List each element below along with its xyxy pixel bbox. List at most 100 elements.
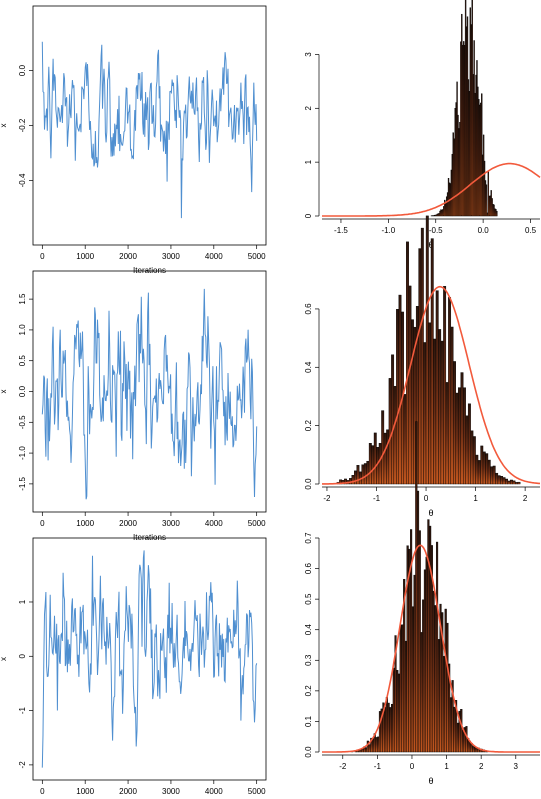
x-tick-label: 3 <box>514 762 519 771</box>
histogram-bar <box>383 432 387 485</box>
histogram-bar <box>406 241 409 485</box>
y-tick-label: 0.6 <box>304 303 313 315</box>
histogram-bar <box>443 286 447 485</box>
histogram-bar <box>453 361 456 485</box>
x-axis-label: Iterations <box>133 266 166 275</box>
histogram-bar <box>373 432 377 485</box>
histogram-bar <box>475 454 479 485</box>
histogram-bar <box>450 326 454 485</box>
trace-series-line <box>41 41 258 219</box>
x-tick-label: 5000 <box>248 787 266 796</box>
histogram-bar <box>387 702 390 753</box>
y-tick-label: 1 <box>304 159 313 164</box>
histogram-bar <box>505 478 509 485</box>
histogram-bar <box>396 669 399 753</box>
histogram-bar <box>425 556 428 753</box>
histogram-bar <box>425 215 429 485</box>
x-tick-label: -1 <box>373 494 381 503</box>
histogram-bar <box>432 590 435 753</box>
y-tick-label: 0 <box>304 213 313 218</box>
histogram-bar <box>366 460 370 485</box>
histogram-panel-2: -1.5-1.0-0.50.00.50123θ <box>304 0 541 250</box>
histogram-bar <box>496 210 498 217</box>
x-tick-label: 4000 <box>205 787 223 796</box>
histogram-bar <box>366 740 369 753</box>
histogram-bar <box>461 729 465 753</box>
histogram-bar <box>497 475 501 485</box>
histogram-bar <box>398 294 402 485</box>
y-tick-label: 0.4 <box>304 361 313 373</box>
y-tick-label: 0.5 <box>18 355 27 367</box>
x-tick-label: -2 <box>323 494 331 503</box>
histogram-bar <box>485 453 489 485</box>
y-tick-label: 0.0 <box>18 385 27 397</box>
x-tick-label: -1 <box>374 762 382 771</box>
y-tick-label: 1.0 <box>18 324 27 336</box>
histogram-bar <box>423 569 427 753</box>
histogram-bar <box>442 656 446 753</box>
y-tick-label: 0.1 <box>304 715 313 727</box>
histogram-bar <box>444 608 447 753</box>
histogram-bar <box>368 443 372 485</box>
x-tick-label: 5000 <box>248 519 266 528</box>
histogram-bar <box>418 530 421 753</box>
histogram-bar <box>449 697 452 753</box>
histogram-bar <box>500 476 504 485</box>
trace-panel-3: 0 1000 2000 3000 4000 5000 -1.5 -1.0 -0.5 0.0 0.5 1… <box>0 270 267 542</box>
histogram-bar <box>418 248 422 485</box>
histogram-bar <box>396 309 400 485</box>
histogram-bar <box>377 736 380 753</box>
histogram-bar <box>378 711 382 753</box>
histogram-bar <box>438 329 442 485</box>
y-tick-label: -1 <box>18 706 27 714</box>
y-tick-label: 0.3 <box>304 654 313 666</box>
histogram-bar <box>388 378 392 485</box>
y-tick-label: -2 <box>18 761 27 769</box>
histogram-bar <box>515 482 518 485</box>
histogram-bar <box>392 667 395 753</box>
histogram-bar <box>474 747 477 753</box>
histogram-bar <box>423 342 427 485</box>
y-tick-label: -0.4 <box>18 173 27 187</box>
y-tick-label: 0.6 <box>304 562 313 574</box>
histogram-bar <box>507 480 511 485</box>
histogram-bar <box>430 238 434 485</box>
x-axis-label: θ <box>428 508 433 518</box>
x-tick-label: 2 <box>523 494 528 503</box>
histogram-bar <box>428 322 432 485</box>
histogram-bar <box>490 466 494 485</box>
histogram-bar <box>365 747 368 753</box>
trace-series-line <box>41 550 258 768</box>
histogram-bar <box>391 354 395 485</box>
histogram-bar <box>422 599 425 753</box>
x-tick-label: 0.5 <box>525 226 537 235</box>
x-tick-label: 0.0 <box>478 226 490 235</box>
histogram-bar <box>434 605 437 753</box>
histogram-bar <box>446 622 449 753</box>
histogram-bar <box>463 387 466 485</box>
x-tick-label: 3000 <box>162 252 180 261</box>
y-tick-label: 0 <box>18 654 27 659</box>
y-axis-label: x <box>0 390 8 394</box>
histogram-bar <box>495 472 499 485</box>
x-tick-label: 1 <box>473 494 478 503</box>
histogram-bar <box>510 479 513 485</box>
histogram-bar <box>477 460 481 485</box>
x-tick-label: 4000 <box>205 519 223 528</box>
y-tick-label: 0.0 <box>18 64 27 76</box>
plot-frame <box>32 270 267 513</box>
y-tick-label: 0.4 <box>304 624 313 636</box>
histogram-bar <box>465 726 468 753</box>
x-tick-label: -1.5 <box>334 226 348 235</box>
y-tick-label: 0.0 <box>304 478 313 490</box>
x-tick-label: -2 <box>339 762 347 771</box>
y-tick-label: 1 <box>18 599 27 604</box>
histogram-panel-4: -2 -1 0 1 2 0.0 0.2 0.4 0.6 θ <box>304 215 540 518</box>
x-tick-label: 3000 <box>162 787 180 796</box>
histogram-bar <box>363 463 367 485</box>
histogram-bar <box>420 227 424 485</box>
x-tick-label: 0 <box>40 787 45 796</box>
histogram-bar <box>385 697 388 753</box>
histogram-bar <box>456 722 459 753</box>
trace-series-line <box>41 288 258 500</box>
